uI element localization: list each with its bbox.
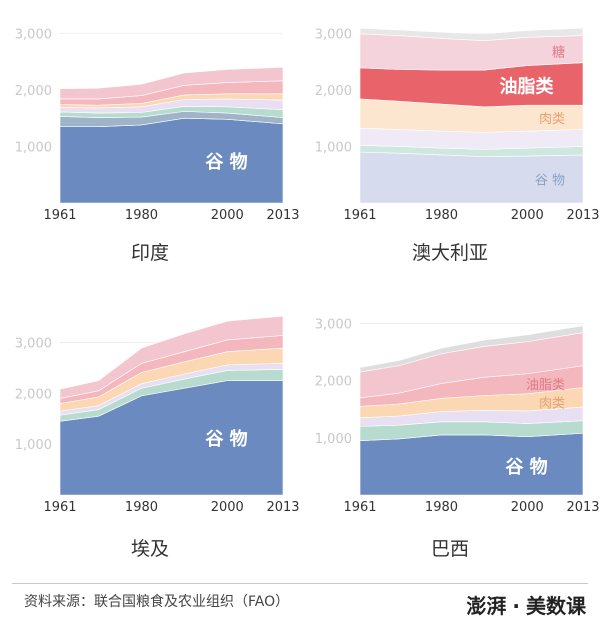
x-tick-label: 1980 bbox=[125, 500, 158, 515]
y-tick-label: 1,000 bbox=[15, 140, 52, 155]
y-tick-label: 2,000 bbox=[315, 84, 352, 99]
x-tick-label: 2000 bbox=[211, 500, 244, 515]
y-tick-label: 2,000 bbox=[315, 375, 352, 390]
x-tick-label: 1980 bbox=[425, 208, 458, 223]
series-label: 糖 bbox=[552, 44, 565, 60]
chart-panel-australia: 1,000 2,000 3,000 谷 物 肉类 油脂类 糖 1961 1980 2000 2013… bbox=[300, 0, 600, 290]
x-tick-label: 2013 bbox=[566, 500, 599, 515]
country-label: 印度 bbox=[130, 242, 169, 264]
area-other bbox=[359, 325, 584, 373]
y-tick-label: 1,000 bbox=[315, 432, 352, 447]
country-label: 埃及 bbox=[130, 538, 169, 560]
y-tick-label: 1,000 bbox=[15, 438, 52, 453]
x-tick-label: 2000 bbox=[511, 208, 544, 223]
area-sugar bbox=[59, 66, 284, 100]
y-tick-label: 2,000 bbox=[15, 84, 52, 99]
x-tick-label: 1980 bbox=[125, 208, 158, 223]
country-label: 巴西 bbox=[430, 538, 469, 560]
x-tick-label: 1961 bbox=[43, 500, 76, 515]
y-tick-label: 3,000 bbox=[15, 27, 52, 42]
x-tick-label: 1961 bbox=[43, 208, 76, 223]
chart-egypt: 1,000 2,000 3,000 谷 物 1961 1980 2000 2013 bbox=[15, 315, 300, 515]
y-tick-label: 3,000 bbox=[15, 337, 52, 352]
series-label: 肉类 bbox=[539, 396, 565, 411]
x-tick-label: 1961 bbox=[343, 208, 376, 223]
series-label: 油脂类 bbox=[500, 75, 555, 97]
x-tick-label: 2000 bbox=[511, 500, 544, 515]
area-sugar bbox=[59, 315, 284, 399]
footer-divider bbox=[12, 583, 588, 584]
brand-logo: 澎湃 · 美数课 bbox=[466, 590, 586, 619]
chart-india: 1,000 2,000 3,000 谷 物 1961 1980 2000 2013 bbox=[15, 27, 300, 223]
x-tick-label: 2000 bbox=[211, 208, 244, 223]
country-label: 澳大利亚 bbox=[411, 242, 488, 264]
y-tick-label: 3,000 bbox=[315, 27, 352, 42]
y-tick-label: 2,000 bbox=[15, 387, 52, 402]
series-label: 谷 物 bbox=[505, 456, 547, 478]
chart-brazil: 1,000 2,000 3,000 谷 物 肉类 油脂类 1961 1980 2000 2013 bbox=[315, 317, 600, 515]
series-label: 谷 物 bbox=[205, 428, 247, 450]
chart-panel-brazil: 1,000 2,000 3,000 谷 物肉类 油脂类 1961 1980 2000 2013 … bbox=[300, 290, 600, 580]
y-tick-label: 1,000 bbox=[315, 140, 352, 155]
x-tick-label: 1961 bbox=[343, 500, 376, 515]
series-label: 谷 物 bbox=[205, 151, 247, 173]
series-label: 油脂类 bbox=[526, 378, 565, 393]
brand-separator: · bbox=[512, 594, 520, 618]
chart-panel-india: 1,000 2,000 3,000 谷 物 1961 1980 2000 2013 印度 bbox=[0, 0, 300, 290]
series-label: 肉类 bbox=[539, 112, 565, 127]
series-label: 谷 物 bbox=[535, 174, 565, 189]
area-cereal bbox=[359, 432, 584, 496]
chart-panel-egypt: 1,000 2,000 3,000 谷 物 1961 1980 2000 2013 埃及 bbox=[0, 290, 300, 580]
source-note: 资料来源：联合国粮食及农业组织（FAO） bbox=[24, 594, 290, 610]
x-tick-label: 1980 bbox=[425, 500, 458, 515]
x-tick-label: 2013 bbox=[266, 208, 299, 223]
y-tick-label: 3,000 bbox=[315, 317, 352, 332]
area-cereal bbox=[59, 117, 284, 204]
brand-name: 澎湃 bbox=[466, 594, 507, 618]
chart-australia: 1,000 2,000 3,000 谷 物 肉类 油脂类 糖 1961 1980 2000 2013 bbox=[315, 27, 600, 223]
x-tick-label: 2013 bbox=[266, 500, 299, 515]
brand-sub: 美数课 bbox=[526, 594, 586, 618]
area-other bbox=[359, 27, 584, 41]
x-tick-label: 2013 bbox=[566, 208, 599, 223]
